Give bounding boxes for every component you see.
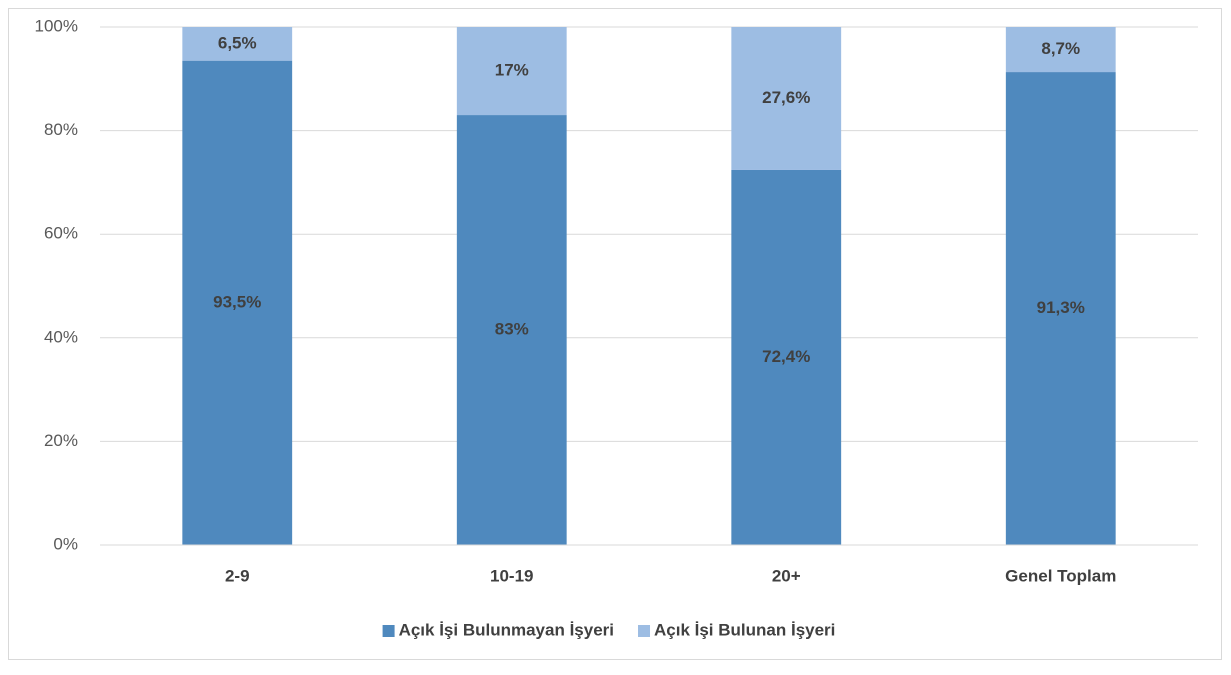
y-tick-label: 40% (44, 327, 78, 346)
bar-segment (731, 169, 842, 545)
data-label: 72,4% (762, 347, 810, 366)
data-label: 27,6% (762, 88, 810, 107)
bar-segment (182, 60, 293, 546)
data-label: 83% (495, 320, 529, 339)
legend-label: Açık İşi Bulunmayan İşyeri (399, 620, 614, 639)
data-label: 17% (495, 61, 529, 80)
x-tick-label: 2-9 (225, 566, 250, 585)
bar-segment (1005, 72, 1116, 545)
bar-segment (182, 27, 293, 61)
legend-label: Açık İşi Bulunan İşyeri (654, 620, 835, 639)
bar-segment (456, 27, 567, 116)
y-tick-label: 80% (44, 120, 78, 139)
y-tick-label: 20% (44, 431, 78, 450)
y-tick-label: 60% (44, 224, 78, 243)
data-label: 93,5% (213, 292, 261, 311)
x-tick-label: 20+ (772, 566, 801, 585)
bar-segment (1005, 27, 1116, 73)
bar-segment (456, 115, 567, 545)
legend-swatch (638, 625, 651, 637)
x-tick-label: Genel Toplam (1005, 566, 1116, 585)
legend-swatch (382, 625, 395, 637)
bar-segment (731, 27, 842, 170)
y-tick-label: 0% (53, 534, 78, 553)
data-label: 8,7% (1041, 39, 1080, 58)
y-tick-label: 100% (35, 16, 78, 35)
data-label: 91,3% (1037, 298, 1085, 317)
data-label: 6,5% (218, 33, 257, 52)
x-tick-label: 10-19 (490, 566, 533, 585)
